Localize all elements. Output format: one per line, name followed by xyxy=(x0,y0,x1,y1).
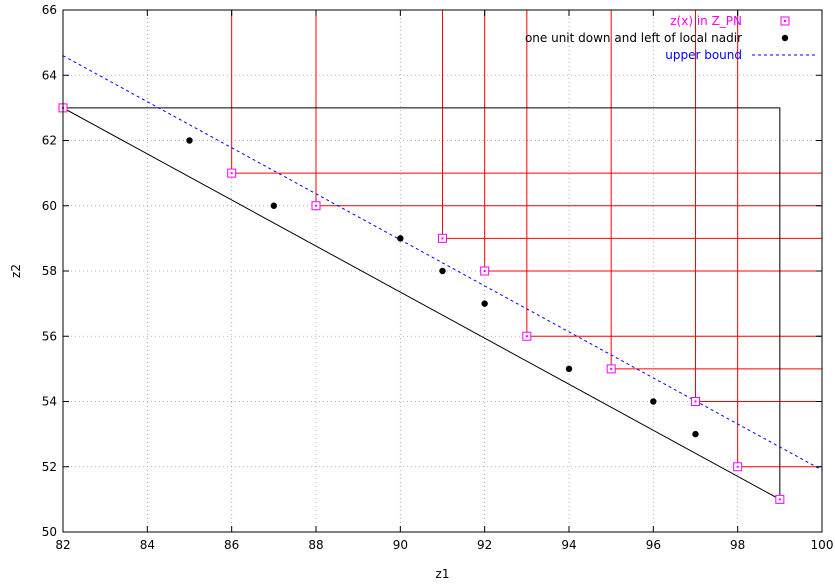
y-tick-label: 66 xyxy=(42,3,57,17)
axis-ticks: 82 84 86 88 90 92 94 96 98 100 50 52 54 56 58 60 62 64 66 xyxy=(42,3,834,552)
x-tick-label: 98 xyxy=(730,538,745,552)
x-tick-label: 82 xyxy=(55,538,70,552)
x-tick-label: 84 xyxy=(140,538,155,552)
nadir-point xyxy=(186,137,193,144)
nadir-point xyxy=(650,398,657,405)
polygon-outline xyxy=(62,107,781,501)
y-tick-label: 60 xyxy=(42,199,57,213)
x-tick-label: 86 xyxy=(224,538,239,552)
x-tick-label: 92 xyxy=(477,538,492,552)
nadir-point xyxy=(439,267,446,275)
y-tick-label: 56 xyxy=(42,329,57,343)
z-pn-point xyxy=(227,168,237,178)
black-polygon xyxy=(62,107,781,501)
z-pn-point xyxy=(606,364,616,374)
y-tick-label: 52 xyxy=(42,460,57,474)
legend-label-z-pn: z(x) in Z_PN xyxy=(670,14,742,28)
x-tick-label: 96 xyxy=(646,538,661,552)
legend-symbol-z-pn xyxy=(780,16,790,26)
y-tick-label: 50 xyxy=(42,525,57,539)
nadir-point xyxy=(397,235,404,242)
y-axis-label: z2 xyxy=(9,264,23,278)
y-tick-label: 58 xyxy=(42,264,57,278)
y-tick-label: 54 xyxy=(42,395,57,409)
x-tick-label: 94 xyxy=(561,538,576,552)
legend-label-upper-bound: upper bound xyxy=(665,48,742,62)
x-tick-label: 90 xyxy=(393,538,408,552)
y-tick-label: 62 xyxy=(42,134,57,148)
z-pn-point xyxy=(480,266,490,276)
z-pn-point xyxy=(691,397,700,406)
z-pn-point xyxy=(733,462,743,472)
x-axis-label: z1 xyxy=(436,567,450,581)
legend-label-nadir: one unit down and left of local nadir xyxy=(525,31,742,45)
y-tick-label: 64 xyxy=(42,68,57,82)
z-pn-point xyxy=(438,233,447,243)
z-pn-point xyxy=(311,201,321,211)
nadir-point xyxy=(481,300,488,307)
nadir-point xyxy=(692,430,699,438)
dominance-cones xyxy=(231,10,822,468)
x-tick-label: 88 xyxy=(308,538,323,552)
legend-symbol-nadir xyxy=(781,34,789,42)
x-tick-label: 100 xyxy=(811,538,834,552)
z-pn-point xyxy=(522,331,532,341)
z-pn-point xyxy=(775,494,785,504)
nadir-point xyxy=(270,202,278,209)
nadir-point xyxy=(565,365,573,373)
